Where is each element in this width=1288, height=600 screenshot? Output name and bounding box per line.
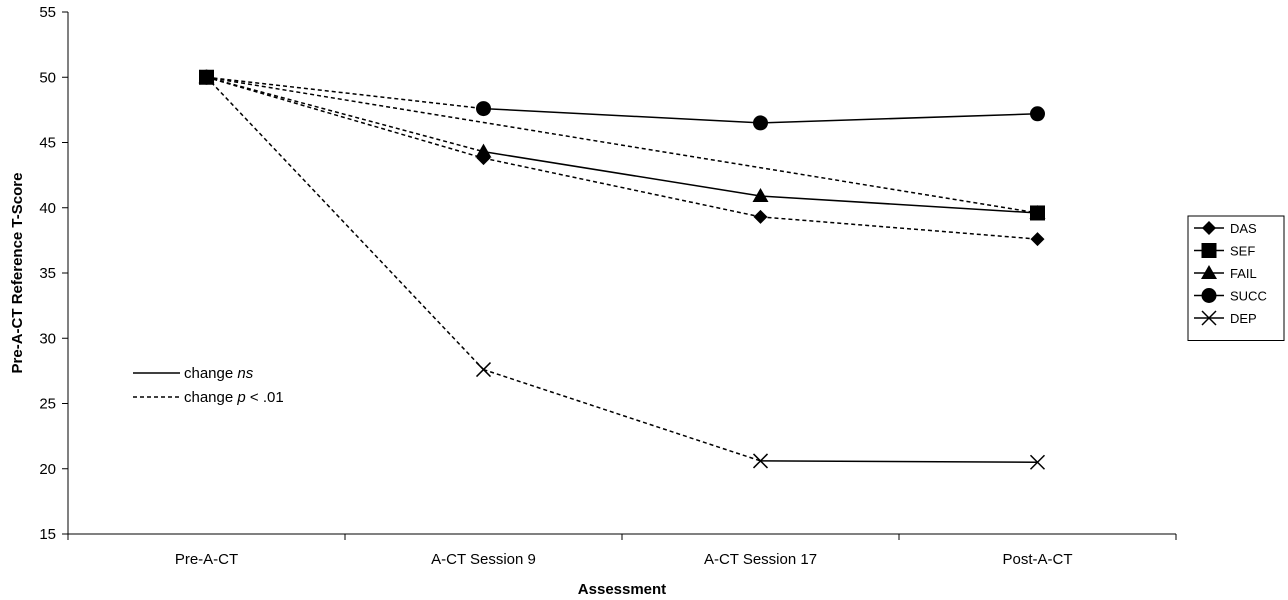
marker-fail (1029, 204, 1046, 219)
x-tick-label: A-CT Session 9 (431, 551, 536, 568)
series-line-succ (760, 113, 1038, 124)
series-line-dep (760, 460, 1038, 463)
line-style-key: change ns change p < .01 (133, 365, 284, 406)
series-line-das (483, 157, 761, 218)
legend-item-sef: SEF (1194, 243, 1255, 259)
series-line-fail (483, 150, 761, 197)
series-line-dep (205, 76, 485, 371)
key-label-dashed: change p < .01 (184, 389, 284, 406)
axes: 15 20 25 30 35 40 45 50 55 Pre-A-CT A-CT Session 9… (39, 4, 1177, 568)
legend-item-dep: DEP (1194, 310, 1257, 326)
series-dep (198, 69, 1046, 470)
legend-label: SUCC (1230, 289, 1267, 304)
series-line-fail (206, 76, 484, 153)
legend-marker-succ (1201, 288, 1217, 303)
marker-dep (198, 69, 215, 85)
x-tick-label: Pre-A-CT (175, 551, 238, 568)
marker-dep (1029, 454, 1046, 470)
legend-item-das: DAS (1194, 221, 1257, 236)
y-tick-label: 20 (39, 461, 56, 478)
series-line-das (760, 216, 1038, 240)
marker-fail (752, 188, 769, 203)
legend-label: SEF (1230, 244, 1255, 259)
marker-succ (753, 115, 768, 131)
series-line-das (206, 76, 484, 159)
series-fail (198, 69, 1046, 219)
legend-label: DAS (1230, 221, 1257, 236)
series-line-succ (206, 76, 484, 110)
y-tick-label: 35 (39, 265, 56, 282)
y-tick-label: 15 (39, 526, 56, 543)
y-tick-label: 45 (39, 135, 56, 152)
y-axis-title: Pre-A-CT Reference T-Score (9, 173, 26, 374)
marker-succ (476, 101, 491, 117)
legend-label: FAIL (1230, 266, 1257, 281)
legend-item-succ: SUCC (1194, 288, 1267, 304)
legend-item-fail: FAIL (1194, 265, 1257, 281)
legend-marker-dep (1201, 310, 1217, 326)
marker-succ (1030, 106, 1045, 122)
marker-dep (475, 362, 492, 378)
series-succ (199, 69, 1045, 131)
y-tick-label: 25 (39, 396, 56, 413)
series-line-sef (206, 76, 1038, 214)
y-tick-label: 40 (39, 200, 56, 217)
y-tick-label: 50 (39, 69, 56, 86)
y-tick-label: 30 (39, 330, 56, 347)
legend-marker-fail (1201, 265, 1217, 279)
series-line-succ (483, 107, 761, 124)
series-layer (198, 69, 1046, 470)
marker-das (1030, 232, 1045, 247)
key-label-solid: change ns (184, 365, 254, 382)
legend-marker-sef (1201, 243, 1217, 258)
marker-dep (752, 453, 769, 469)
marker-das (753, 209, 768, 224)
series-line-dep (483, 368, 761, 462)
legend-label: DEP (1230, 311, 1257, 326)
legend-marker-das (1202, 221, 1216, 235)
series-line-fail (760, 195, 1038, 214)
marker-fail (475, 143, 492, 158)
x-tick-label: Post-A-CT (1002, 551, 1072, 568)
series-sef (199, 69, 1045, 221)
legend: DAS SEF FAIL SUCC DEP (1187, 215, 1285, 341)
x-tick-label: A-CT Session 17 (704, 551, 817, 568)
y-tick-label: 55 (39, 4, 56, 21)
x-axis-title: Assessment (578, 581, 666, 598)
